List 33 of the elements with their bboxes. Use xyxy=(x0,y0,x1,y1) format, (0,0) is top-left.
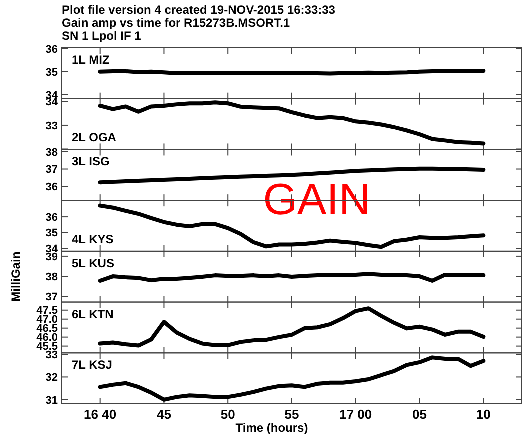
y-tick-label: 35 xyxy=(46,228,58,240)
x-tick-label: 45 xyxy=(156,407,172,422)
x-tick-label: 05 xyxy=(412,407,428,422)
y-tick-label: 38 xyxy=(46,146,58,159)
y-tick-label: 36 xyxy=(46,44,58,56)
chart-subtitle: Gain amp vs time for R15273B.MSORT.1 xyxy=(62,16,290,30)
x-tick-label: 17 00 xyxy=(340,407,372,422)
y-tick-label: 32 xyxy=(46,372,58,384)
series-label: 2L OGA xyxy=(72,130,117,145)
y-tick-label: 36 xyxy=(46,212,58,224)
x-tick-label: 50 xyxy=(220,407,236,422)
x-tick-label: 10 xyxy=(476,407,491,422)
y-tick-label: 38 xyxy=(46,271,58,284)
series-label: 1L MIZ xyxy=(72,53,110,67)
series-label: 6L KTN xyxy=(72,307,114,322)
y-tick-label: 37 xyxy=(46,292,58,304)
y-axis-title: MilliGain xyxy=(9,252,23,302)
x-tick-label: 16 40 xyxy=(84,407,117,422)
series-label: 5L KUS xyxy=(72,256,114,270)
y-tick-label: 35 xyxy=(46,66,58,79)
y-tick-label: 31 xyxy=(46,394,58,407)
x-axis-title: Time (hours) xyxy=(236,421,308,435)
text: SN 1 Lpol IF 1 xyxy=(62,29,142,43)
line-series xyxy=(98,166,486,185)
series-label: 4L KYS xyxy=(72,232,114,246)
series-label: 7L KSJ xyxy=(72,358,112,372)
y-tick-label: 36 xyxy=(46,181,58,194)
x-tick-label: 55 xyxy=(284,407,300,422)
chart-title: Plot file version 4 created 19-NOV-2015 16:33:33 xyxy=(62,3,336,17)
series-label: 3L ISG xyxy=(72,154,110,169)
y-tick-label: 37 xyxy=(46,164,58,176)
line-series xyxy=(98,272,486,283)
y-tick-label: 33 xyxy=(46,120,58,132)
